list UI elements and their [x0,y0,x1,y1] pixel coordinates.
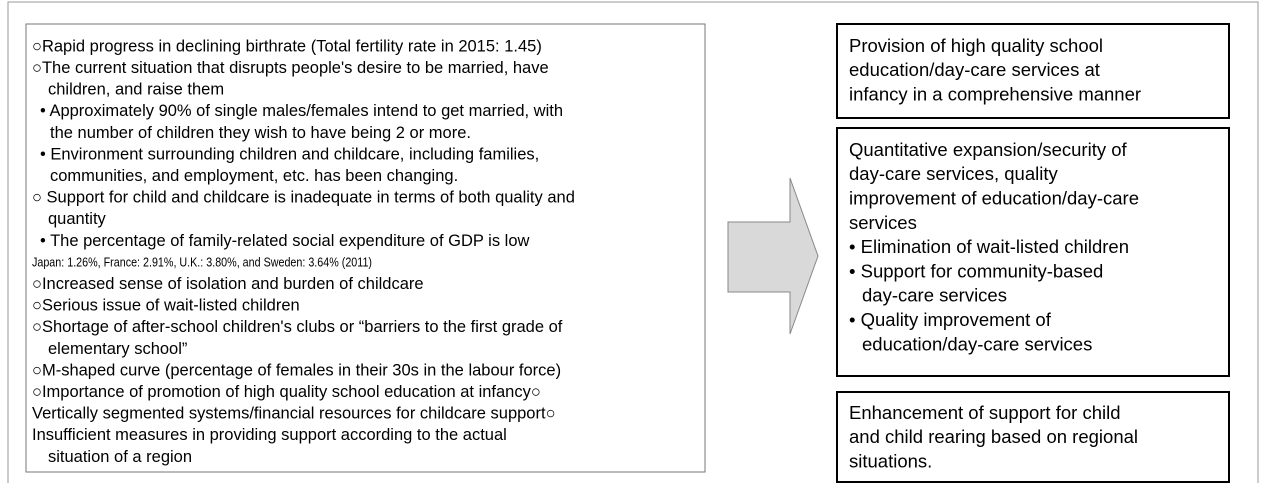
text-line: situations. [849,450,932,471]
text-line: education/day-care services [862,333,1092,354]
text-line: infancy in a comprehensive manner [849,83,1141,104]
text-line: ○Increased sense of isolation and burden… [32,275,424,293]
text-line: ○Rapid progress in declining birthrate (… [32,37,542,55]
text-line: • Environment surrounding children and c… [40,145,539,163]
arrow [727,177,819,335]
text-line: Provision of high quality school [849,35,1103,56]
right-box [836,127,1230,377]
right-box [836,391,1230,483]
text-line: day-care services [862,285,1007,306]
text-line: Enhancement of support for child [849,402,1121,423]
text-line: Vertically segmented systems/financial r… [32,405,556,423]
text-line: Quantitative expansion/security of [849,139,1128,160]
text-line: situation of a region [48,448,192,466]
text-line: children, and raise them [48,81,224,99]
text-line: • Approximately 90% of single males/fema… [40,102,563,120]
text-line: ○The current situation that disrupts peo… [32,59,549,77]
text-line: Insufficient measures in providing suppo… [32,426,507,444]
text-line: communities, and employment, etc. has be… [50,167,458,185]
left-box [25,23,706,473]
text-line: and child rearing based on regional [849,426,1138,447]
text-line: improvement of education/day-care [849,187,1139,208]
text-line: education/day-care services at [849,59,1100,80]
text-line: ○M-shaped curve (percentage of females i… [32,361,561,379]
text-line: the number of children they wish to have… [50,124,471,142]
text-line: services [849,212,917,233]
text-line: ○ Support for child and childcare is ina… [32,189,575,207]
text-line: • The percentage of family-related socia… [40,232,530,250]
text-line: ○Serious issue of wait-listed children [32,297,300,315]
text-line: • Elimination of wait-listed children [849,236,1129,257]
text-line: day-care services, quality [849,163,1058,184]
outer-frame [7,1,1259,483]
text-line: • Support for community-based [849,260,1103,281]
text-line: quantity [48,210,107,228]
right-box [836,23,1230,119]
text-line: ○Shortage of after-school children's clu… [32,318,563,336]
text-line: elementary school” [48,340,187,358]
text-line: • Quality improvement of [849,309,1052,330]
text-line: ○Importance of promotion of high quality… [32,383,541,401]
text-line: Japan: 1.26%, France: 2.91%, U.K.: 3.80%… [32,254,372,269]
